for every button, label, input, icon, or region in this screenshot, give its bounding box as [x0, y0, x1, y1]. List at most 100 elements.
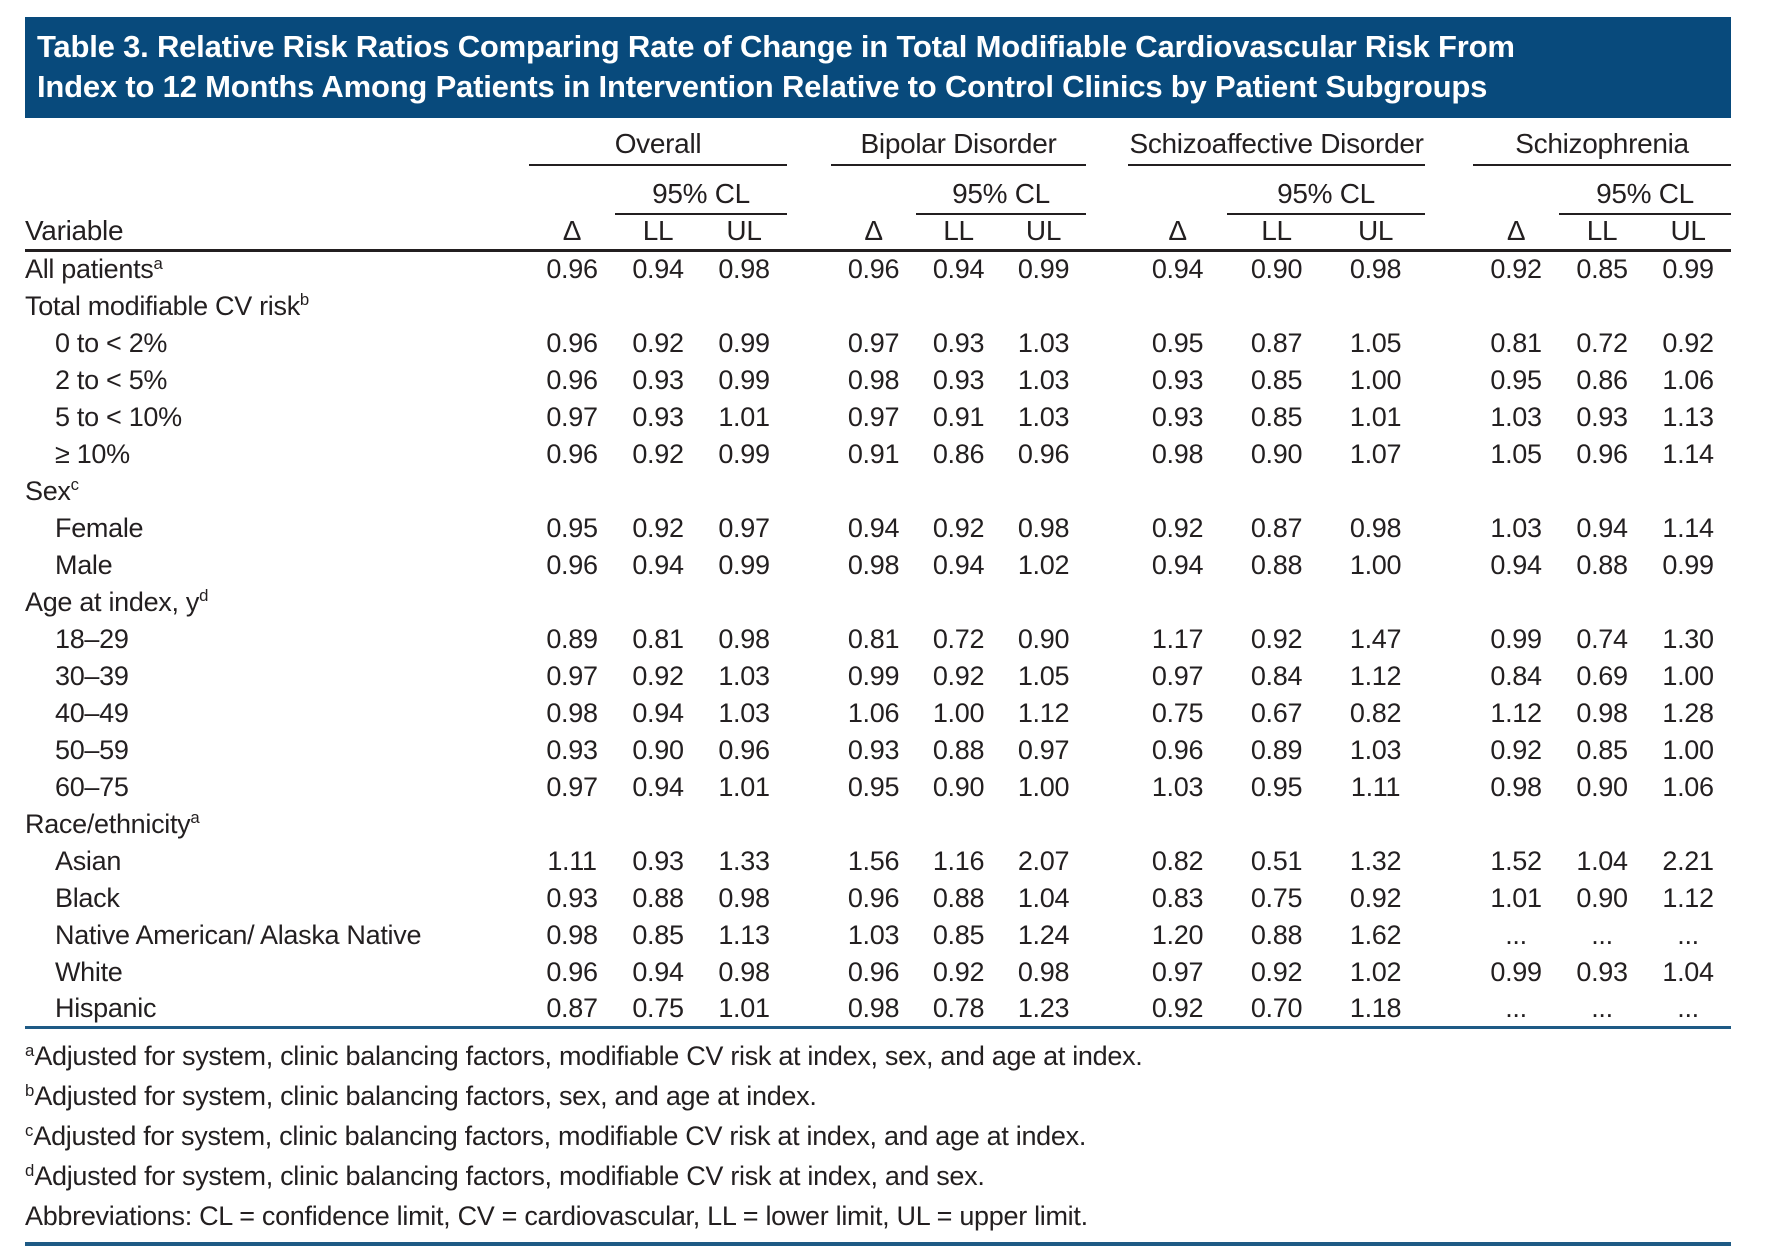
column-gap — [787, 165, 831, 214]
column-gap — [787, 658, 831, 695]
row-label-text: Native American/ Alaska Native — [55, 919, 422, 950]
column-gap — [487, 621, 529, 658]
value-cell: 0.92 — [632, 660, 684, 691]
row-label-text: 0 to < 2% — [55, 327, 168, 358]
value-cell: 1.01 — [701, 990, 788, 1029]
value-cell: 0.96 — [1017, 438, 1070, 469]
value-cell: 1.11 — [1350, 771, 1401, 802]
value-cell: 0.98 — [831, 990, 917, 1029]
value-cell: 1.03 — [1017, 401, 1070, 432]
column-gap — [1425, 436, 1473, 473]
section-row-total-modifiable-cv-risk: Total modifiable CV riskb — [25, 288, 1731, 325]
header-group-row: Overall Bipolar Disorder Schizoaffective D… — [25, 118, 1732, 166]
value-cell: 1.30 — [1662, 623, 1714, 654]
value-cell: 1.33 — [718, 845, 770, 876]
col-header-upper-limit: UL — [701, 214, 788, 252]
table-row-10: ≥ 10% 0.96 0.92 0.99 0.91 0.86 0.96 0.98 0.90 1.0… — [25, 436, 1731, 473]
row-label-text: Age at index, y — [25, 586, 200, 617]
column-gap — [487, 251, 529, 288]
value-cell: 0.98 — [546, 919, 598, 950]
section-row-sex: Sexc — [25, 473, 1731, 510]
row-label: Race/ethnicitya — [25, 806, 1731, 843]
column-gap — [487, 954, 529, 991]
footnote-text: Abbreviations: CL = confidence limit, CV… — [25, 1201, 1088, 1231]
table-row-2-to-5: 2 to < 5% 0.96 0.93 0.99 0.98 0.93 1.03 0.93 0.8… — [25, 362, 1731, 399]
value-cell: 0.97 — [1151, 660, 1204, 691]
table-row-18-29: 18–29 0.89 0.81 0.98 0.81 0.72 0.90 1.17 0.92 1.4… — [25, 621, 1731, 658]
value-cell: 0.94 — [847, 512, 900, 543]
value-cell: 1.06 — [847, 697, 900, 728]
row-label: Female — [25, 510, 487, 547]
value-cell: 0.85 — [1576, 254, 1628, 285]
value-cell: 0.96 — [546, 327, 598, 358]
value-cell: 0.96 — [847, 956, 900, 987]
row-label: 60–75 — [25, 769, 487, 806]
row-label-text: 60–75 — [55, 771, 129, 802]
row-label: All patientsa — [25, 251, 487, 288]
table-row-0-to-2: 0 to < 2% 0.96 0.92 0.99 0.97 0.93 1.03 0.95 0.8… — [25, 325, 1731, 362]
footnote-text: Adjusted for system, clinic balancing fa… — [34, 1161, 985, 1191]
value-cell: 1.12 — [1662, 882, 1714, 913]
column-gap — [1086, 843, 1128, 880]
value-cell: 0.85 — [1250, 364, 1303, 395]
value-cell: 0.84 — [1250, 660, 1303, 691]
value-cell: 0.93 — [1576, 401, 1628, 432]
column-gap — [787, 621, 831, 658]
value-cell: 0.88 — [1576, 549, 1628, 580]
column-gap — [787, 917, 831, 954]
value-cell: 1.03 — [1490, 401, 1542, 432]
column-gap — [1425, 917, 1473, 954]
footnote-text: Adjusted for system, clinic balancing fa… — [34, 1041, 1143, 1071]
column-gap — [1086, 251, 1128, 288]
value-cell: 0.94 — [632, 956, 684, 987]
column-gap — [1425, 954, 1473, 991]
value-cell: 1.16 — [932, 845, 985, 876]
section-row-age-at-index-y: Age at index, yd — [25, 584, 1731, 621]
group-header-bipolar-disorder: Bipolar Disorder — [831, 118, 1087, 166]
group-header-schizophrenia: Schizophrenia — [1473, 118, 1732, 166]
value-cell: 0.94 — [632, 549, 684, 580]
value-cell: 0.90 — [1017, 623, 1070, 654]
row-label: ≥ 10% — [25, 436, 487, 473]
column-gap — [1086, 990, 1129, 1029]
column-gap — [1086, 399, 1128, 436]
value-cell: 1.04 — [1017, 882, 1070, 913]
column-gap — [1425, 547, 1473, 584]
value-cell: 0.92 — [632, 327, 684, 358]
delta-spacer — [1128, 165, 1227, 214]
value-cell: 1.20 — [1151, 919, 1204, 950]
column-gap — [1425, 251, 1473, 288]
delta-spacer — [1473, 165, 1559, 214]
value-cell: 0.89 — [546, 623, 598, 654]
value-cell: 1.12 — [1017, 697, 1070, 728]
column-gap — [1086, 214, 1129, 252]
footnote-marker: b — [25, 1080, 35, 1100]
header-cols-row: Variable Δ LL UL Δ LL UL Δ LL UL Δ LL UL — [25, 214, 1732, 252]
value-cell: 1.17 — [1151, 623, 1204, 654]
footnote-text: Adjusted for system, clinic balancing fa… — [34, 1081, 817, 1111]
column-gap — [787, 436, 831, 473]
column-gap — [1425, 165, 1473, 214]
value-cell: 0.67 — [1250, 697, 1303, 728]
row-label: White — [25, 954, 487, 991]
value-cell: 0.85 — [1576, 734, 1628, 765]
value-cell: 1.62 — [1349, 919, 1402, 950]
table-row-40-49: 40–49 0.98 0.94 1.03 1.06 1.00 1.12 0.75 0.67 0.8… — [25, 695, 1731, 732]
value-cell: 0.97 — [718, 512, 770, 543]
column-gap — [1086, 165, 1128, 214]
column-gap — [787, 954, 831, 991]
column-gap — [787, 118, 831, 165]
value-cell: 1.23 — [1001, 990, 1087, 1029]
column-gap — [1086, 732, 1128, 769]
row-label-text: 40–49 — [55, 697, 129, 728]
row-label: Sexc — [25, 473, 1731, 510]
value-cell: 0.91 — [932, 401, 985, 432]
value-cell: 1.03 — [1017, 364, 1070, 395]
value-cell: 1.14 — [1662, 438, 1714, 469]
value-cell: 0.96 — [546, 364, 598, 395]
value-cell: 0.90 — [1576, 771, 1628, 802]
column-gap — [487, 362, 529, 399]
table-header: Overall Bipolar Disorder Schizoaffective D… — [25, 118, 1732, 252]
